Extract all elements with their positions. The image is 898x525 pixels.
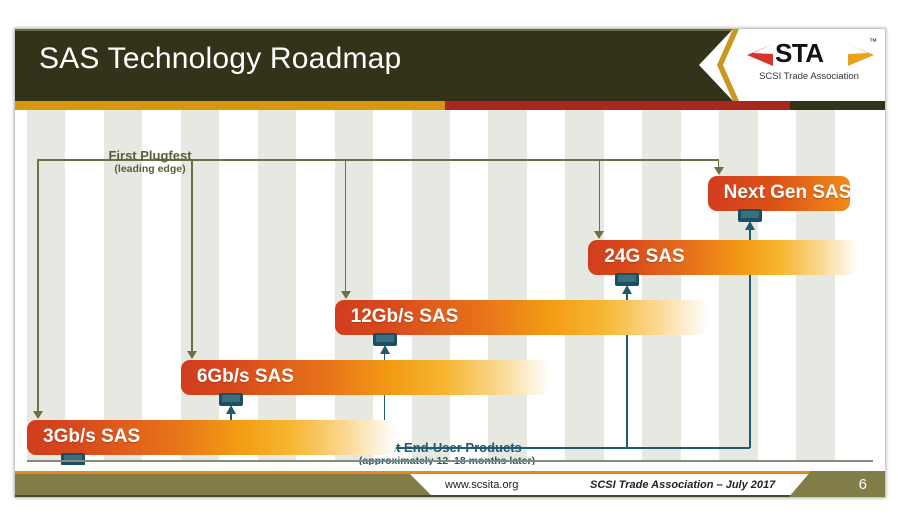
sta-logo-subtitle: SCSI Trade Association bbox=[759, 71, 859, 82]
roadmap-bar: Next Gen SAS bbox=[707, 176, 852, 211]
roadmap-chart: First Plugfest (leading edge) First End-… bbox=[15, 110, 885, 497]
footer-olive-block bbox=[15, 471, 433, 497]
plugfest-arrow-head-icon bbox=[713, 167, 724, 175]
plugfest-arrow-line bbox=[191, 159, 193, 352]
sta-logo-panel: STA ™ SCSI Trade Association bbox=[699, 29, 885, 101]
footer-dark-rule bbox=[15, 495, 885, 497]
first-enduser-marker bbox=[372, 333, 397, 346]
year-stripe bbox=[565, 110, 604, 462]
roadmap-bar-label: 6Gb/s SAS bbox=[196, 366, 294, 387]
marker-inner bbox=[375, 335, 394, 342]
roadmap-bar-label: 24G SAS bbox=[604, 246, 685, 267]
sta-logo-mark: STA ™ bbox=[745, 37, 877, 71]
enduser-vertical-line bbox=[749, 229, 751, 448]
enduser-arrow-head-icon bbox=[744, 221, 755, 230]
year-stripe bbox=[796, 110, 835, 462]
enduser-arrow-head-icon bbox=[225, 405, 236, 414]
first-enduser-marker bbox=[614, 273, 639, 286]
enduser-arrow-head-icon bbox=[621, 285, 632, 294]
enduser-label-line1: First End-User Products bbox=[372, 440, 522, 455]
plugfest-label-line2: (leading edge) bbox=[114, 163, 186, 175]
accent-segment-red bbox=[445, 101, 790, 110]
plugfest-connector-line bbox=[37, 159, 720, 161]
roadmap-bar: 12Gb/s SAS bbox=[334, 300, 708, 335]
first-enduser-marker bbox=[737, 209, 762, 222]
enduser-vertical-line bbox=[626, 293, 628, 448]
slide-footer: www.scsita.org SCSI Trade Association – … bbox=[15, 465, 885, 497]
page-number: 6 bbox=[858, 476, 867, 493]
marker-inner bbox=[64, 455, 83, 462]
year-stripe bbox=[642, 110, 681, 462]
plugfest-label: First Plugfest (leading edge) bbox=[85, 148, 215, 176]
plugfest-arrow-line bbox=[37, 159, 39, 412]
roadmap-bar-label: 3Gb/s SAS bbox=[43, 426, 141, 447]
plugfest-arrow-line bbox=[344, 159, 347, 292]
accent-bar bbox=[15, 101, 885, 110]
plugfest-arrow-head-icon bbox=[594, 231, 605, 239]
footer-attribution: SCSI Trade Association – July 2017 bbox=[590, 479, 776, 491]
logo-chevron-icon bbox=[717, 29, 739, 101]
year-stripe bbox=[103, 110, 143, 462]
trademark-icon: ™ bbox=[869, 37, 877, 46]
plugfest-arrow-head-icon bbox=[340, 291, 351, 299]
red-left-arrow-icon bbox=[747, 44, 773, 66]
year-stripe bbox=[257, 110, 297, 462]
year-axis-rule bbox=[27, 460, 873, 462]
plugfest-arrow-head-icon bbox=[33, 411, 43, 419]
roadmap-bar-label: Next Gen SAS bbox=[723, 182, 852, 203]
roadmap-bar-label: 12Gb/s SAS bbox=[350, 306, 459, 327]
plugfest-label-line1: First Plugfest bbox=[108, 148, 192, 163]
year-stripe bbox=[411, 110, 450, 462]
year-stripe bbox=[488, 110, 527, 462]
plugfest-arrow-line bbox=[598, 159, 601, 232]
marker-inner bbox=[221, 395, 240, 402]
marker-inner bbox=[740, 211, 759, 218]
slide: SAS Technology Roadmap STA ™ SCSI Trade … bbox=[14, 28, 886, 498]
year-stripe bbox=[27, 110, 66, 462]
first-enduser-marker bbox=[61, 453, 86, 466]
plugfest-arrow-line bbox=[717, 159, 720, 168]
enduser-baseline bbox=[73, 447, 750, 449]
accent-segment-amber bbox=[15, 101, 445, 110]
roadmap-bar: 3Gb/s SAS bbox=[27, 420, 397, 455]
enduser-vertical-line bbox=[383, 353, 386, 448]
roadmap-bar: 24G SAS bbox=[588, 240, 858, 275]
orange-right-arrow-icon bbox=[848, 44, 874, 66]
enduser-arrow-head-icon bbox=[379, 345, 390, 354]
first-enduser-marker bbox=[218, 393, 243, 406]
footer-page-block bbox=[789, 471, 885, 497]
roadmap-bar: 6Gb/s SAS bbox=[180, 360, 550, 395]
plugfest-arrow-head-icon bbox=[186, 351, 197, 359]
page-title: SAS Technology Roadmap bbox=[39, 42, 402, 75]
accent-segment-olive bbox=[790, 101, 885, 110]
footer-orange-rule bbox=[15, 471, 885, 474]
header-top-rule bbox=[15, 29, 885, 31]
year-stripe bbox=[719, 110, 758, 462]
footer-url[interactable]: www.scsita.org bbox=[445, 479, 519, 491]
year-stripe bbox=[180, 110, 220, 462]
sta-logo-text: STA bbox=[775, 38, 824, 68]
slide-header: SAS Technology Roadmap STA ™ SCSI Trade … bbox=[15, 29, 885, 101]
marker-inner bbox=[617, 275, 636, 282]
year-stripe bbox=[334, 110, 374, 462]
